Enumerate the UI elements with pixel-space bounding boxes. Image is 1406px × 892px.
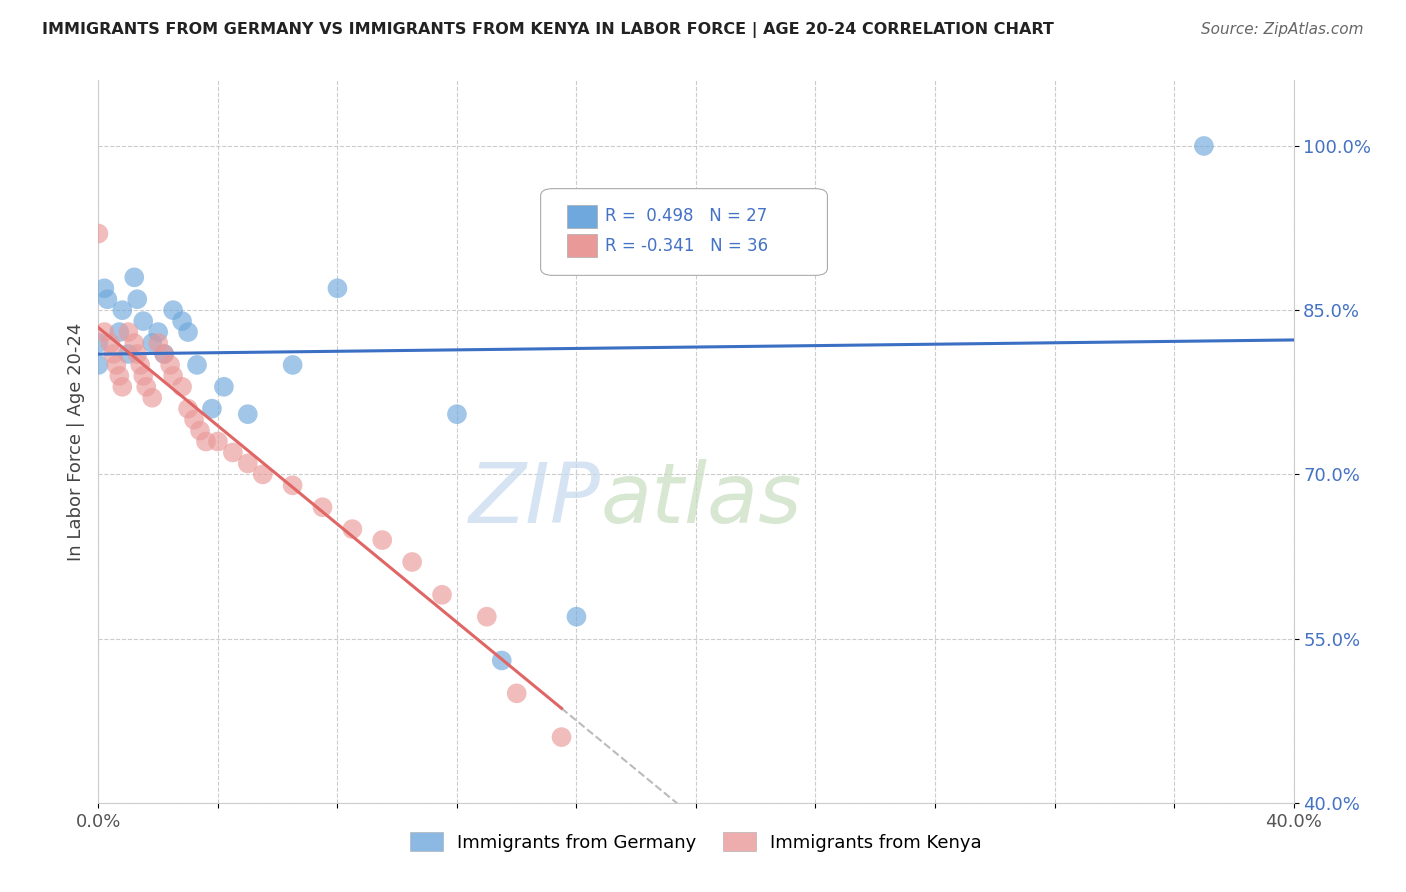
Point — [117, 325, 139, 339]
Point — [93, 325, 115, 339]
Point — [236, 457, 259, 471]
Point — [111, 380, 134, 394]
Point — [159, 358, 181, 372]
Point — [212, 380, 235, 394]
Point — [188, 424, 211, 438]
Point — [281, 358, 304, 372]
Point — [141, 336, 163, 351]
Point — [326, 281, 349, 295]
Text: ZIP: ZIP — [468, 458, 600, 540]
Point — [177, 325, 200, 339]
Point — [129, 358, 152, 372]
FancyBboxPatch shape — [567, 235, 596, 257]
Point — [177, 401, 200, 416]
Point — [371, 533, 394, 547]
Point — [172, 314, 194, 328]
Point — [183, 412, 205, 426]
Point — [127, 347, 149, 361]
Point — [446, 407, 468, 421]
Point — [87, 336, 110, 351]
FancyBboxPatch shape — [541, 189, 827, 276]
Y-axis label: In Labor Force | Age 20-24: In Labor Force | Age 20-24 — [66, 322, 84, 561]
Point — [207, 434, 229, 449]
Point — [236, 407, 259, 421]
Point — [565, 609, 588, 624]
Point — [135, 380, 157, 394]
Point — [124, 336, 146, 351]
Point — [475, 609, 498, 624]
Point — [1192, 139, 1215, 153]
Point — [96, 292, 118, 306]
Point — [342, 522, 364, 536]
Point — [105, 358, 128, 372]
Point — [132, 368, 155, 383]
Point — [252, 467, 274, 482]
Point — [430, 588, 453, 602]
Point — [162, 303, 184, 318]
Text: IMMIGRANTS FROM GERMANY VS IMMIGRANTS FROM KENYA IN LABOR FORCE | AGE 20-24 CORR: IMMIGRANTS FROM GERMANY VS IMMIGRANTS FR… — [42, 22, 1054, 38]
Point — [281, 478, 304, 492]
Point — [132, 314, 155, 328]
Point — [195, 434, 218, 449]
Point — [93, 281, 115, 295]
Point — [506, 686, 529, 700]
Point — [153, 347, 176, 361]
Point — [162, 368, 184, 383]
Legend: Immigrants from Germany, Immigrants from Kenya: Immigrants from Germany, Immigrants from… — [404, 825, 988, 859]
Point — [87, 227, 110, 241]
Point — [172, 380, 194, 394]
Point — [148, 336, 170, 351]
Text: atlas: atlas — [600, 458, 801, 540]
Point — [685, 253, 707, 268]
Point — [111, 303, 134, 318]
Point — [117, 347, 139, 361]
Point — [311, 500, 333, 515]
Point — [401, 555, 423, 569]
Point — [201, 401, 224, 416]
Text: R =  0.498   N = 27: R = 0.498 N = 27 — [605, 207, 768, 225]
Point — [98, 336, 122, 351]
Point — [141, 391, 163, 405]
Point — [491, 653, 513, 667]
Point — [550, 730, 572, 744]
Point — [108, 368, 131, 383]
Point — [87, 358, 110, 372]
Point — [108, 325, 131, 339]
Point — [222, 445, 245, 459]
Point — [124, 270, 146, 285]
Point — [148, 325, 170, 339]
Point — [153, 347, 176, 361]
FancyBboxPatch shape — [567, 204, 596, 227]
Point — [127, 292, 149, 306]
Point — [103, 347, 125, 361]
Point — [186, 358, 208, 372]
Text: Source: ZipAtlas.com: Source: ZipAtlas.com — [1201, 22, 1364, 37]
Text: R = -0.341   N = 36: R = -0.341 N = 36 — [605, 236, 768, 255]
